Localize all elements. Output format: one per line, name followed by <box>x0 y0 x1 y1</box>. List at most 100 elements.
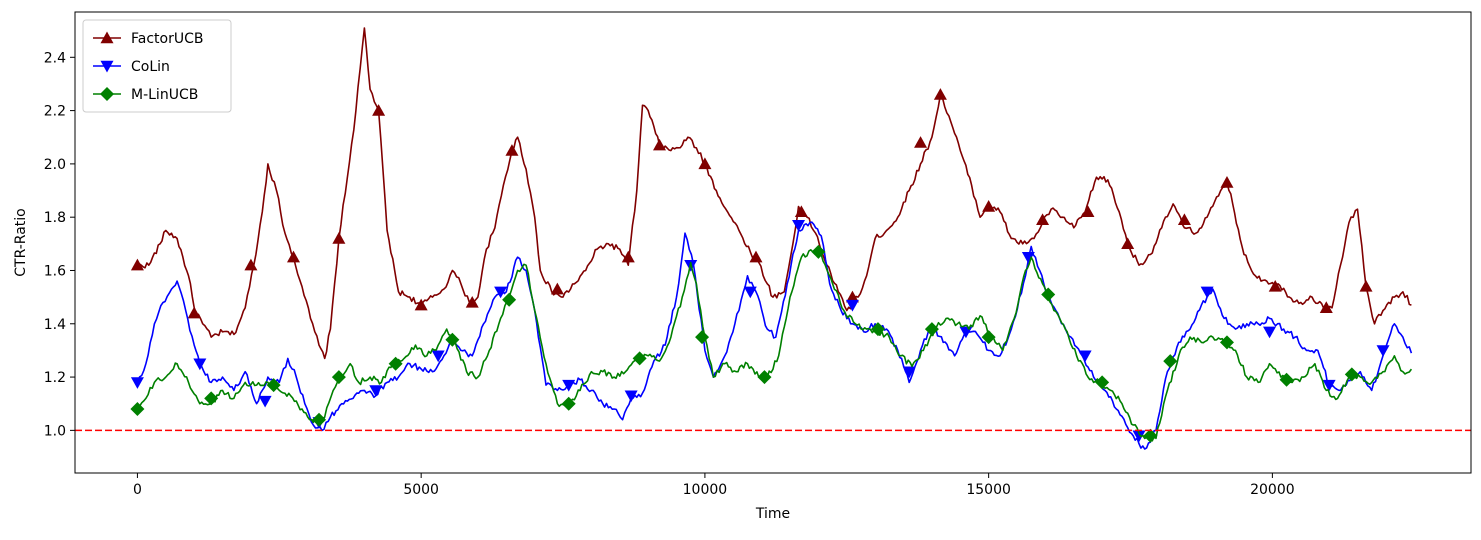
plot-border <box>74 11 1472 474</box>
data-point <box>621 250 635 263</box>
series-line <box>136 249 1413 442</box>
data-point <box>266 378 281 393</box>
x-tick-label: 5000 <box>403 482 439 498</box>
data-point <box>1081 205 1095 218</box>
data-point <box>1200 286 1214 299</box>
data-point <box>193 358 207 371</box>
data-point <box>902 366 916 379</box>
data-point <box>388 356 403 371</box>
data-point <box>914 136 928 148</box>
data-point <box>502 292 517 307</box>
x-axis: 0 5000 10000 15000 20000 <box>133 473 1295 498</box>
series-m-linucb <box>130 244 1413 443</box>
data-point <box>550 282 564 295</box>
series-line <box>136 221 1413 450</box>
data-point <box>1279 372 1294 387</box>
series-factorucb <box>130 27 1412 360</box>
data-point <box>331 370 346 385</box>
y-tick-label: 2.4 <box>44 50 66 66</box>
data-point <box>870 322 885 337</box>
data-point <box>312 412 327 427</box>
data-point <box>1344 367 1359 382</box>
y-tick-label: 2.2 <box>44 104 66 120</box>
data-point <box>1041 287 1056 302</box>
y-axis-label: CTR-Ratio <box>13 208 29 276</box>
data-point <box>431 350 445 363</box>
data-point <box>1143 428 1158 443</box>
data-point <box>286 250 300 263</box>
data-point <box>1163 354 1178 369</box>
data-point <box>1121 237 1135 250</box>
data-point <box>414 298 428 311</box>
data-point <box>244 258 258 271</box>
y-tick-label: 1.8 <box>44 210 66 226</box>
data-point <box>924 322 939 337</box>
data-point <box>811 244 826 259</box>
x-axis-label: Time <box>755 506 790 522</box>
y-tick-label: 1.6 <box>44 263 66 279</box>
data-point <box>743 286 757 299</box>
x-tick-label: 10000 <box>683 482 728 498</box>
y-tick-label: 2.0 <box>44 157 66 173</box>
data-point <box>792 219 806 232</box>
legend-entry: FactorUCB <box>93 31 203 47</box>
data-point <box>794 205 808 218</box>
legend: FactorUCB CoLin M-LinUCB <box>82 19 232 113</box>
data-point <box>445 332 460 347</box>
data-point <box>1319 301 1333 313</box>
data-point <box>465 295 479 308</box>
data-point <box>1220 176 1234 188</box>
data-point <box>369 385 383 397</box>
legend-marker <box>100 87 114 101</box>
data-point <box>258 395 272 408</box>
data-point <box>757 370 772 385</box>
data-point <box>624 390 638 403</box>
data-point <box>933 88 947 100</box>
data-point <box>332 232 346 244</box>
x-tick-label: 0 <box>133 482 142 498</box>
data-point <box>1219 335 1234 350</box>
y-tick-label: 1.0 <box>44 423 66 439</box>
data-point <box>187 306 201 319</box>
legend-entry: M-LinUCB <box>93 87 198 103</box>
data-point <box>505 144 519 156</box>
plot-area <box>74 11 1472 474</box>
data-point <box>981 330 996 345</box>
legend-label: M-LinUCB <box>131 87 198 103</box>
series-layer <box>130 27 1413 450</box>
data-point <box>1078 350 1092 363</box>
data-point <box>1177 213 1191 226</box>
data-point <box>1132 430 1146 443</box>
data-point <box>561 396 576 411</box>
data-point <box>653 138 667 151</box>
plot-frame <box>75 12 1471 473</box>
y-axis: 1.0 1.2 1.4 1.6 1.8 2.0 2.2 2.4 <box>44 50 75 439</box>
data-point <box>1263 326 1277 339</box>
x-tick-label: 20000 <box>1250 482 1295 498</box>
data-point <box>204 391 219 406</box>
data-point <box>1376 345 1390 357</box>
data-point <box>130 377 144 389</box>
legend-marker <box>100 31 114 44</box>
series-line <box>136 27 1412 360</box>
legend-label: CoLin <box>131 59 170 75</box>
data-point <box>1359 279 1373 292</box>
data-point <box>698 157 712 170</box>
y-tick-label: 1.4 <box>44 317 66 333</box>
data-point <box>1268 279 1282 292</box>
y-tick-label: 1.2 <box>44 370 66 386</box>
data-point <box>130 258 144 271</box>
data-point <box>1322 379 1336 392</box>
data-point <box>845 299 859 312</box>
data-point <box>749 250 763 263</box>
data-point <box>1036 213 1050 226</box>
data-point <box>494 286 508 299</box>
legend-label: FactorUCB <box>131 31 203 47</box>
data-point <box>372 104 386 116</box>
x-tick-label: 15000 <box>966 482 1011 498</box>
data-point <box>695 330 710 345</box>
data-point <box>982 200 996 212</box>
legend-entry: CoLin <box>93 59 170 75</box>
data-point <box>562 379 576 392</box>
